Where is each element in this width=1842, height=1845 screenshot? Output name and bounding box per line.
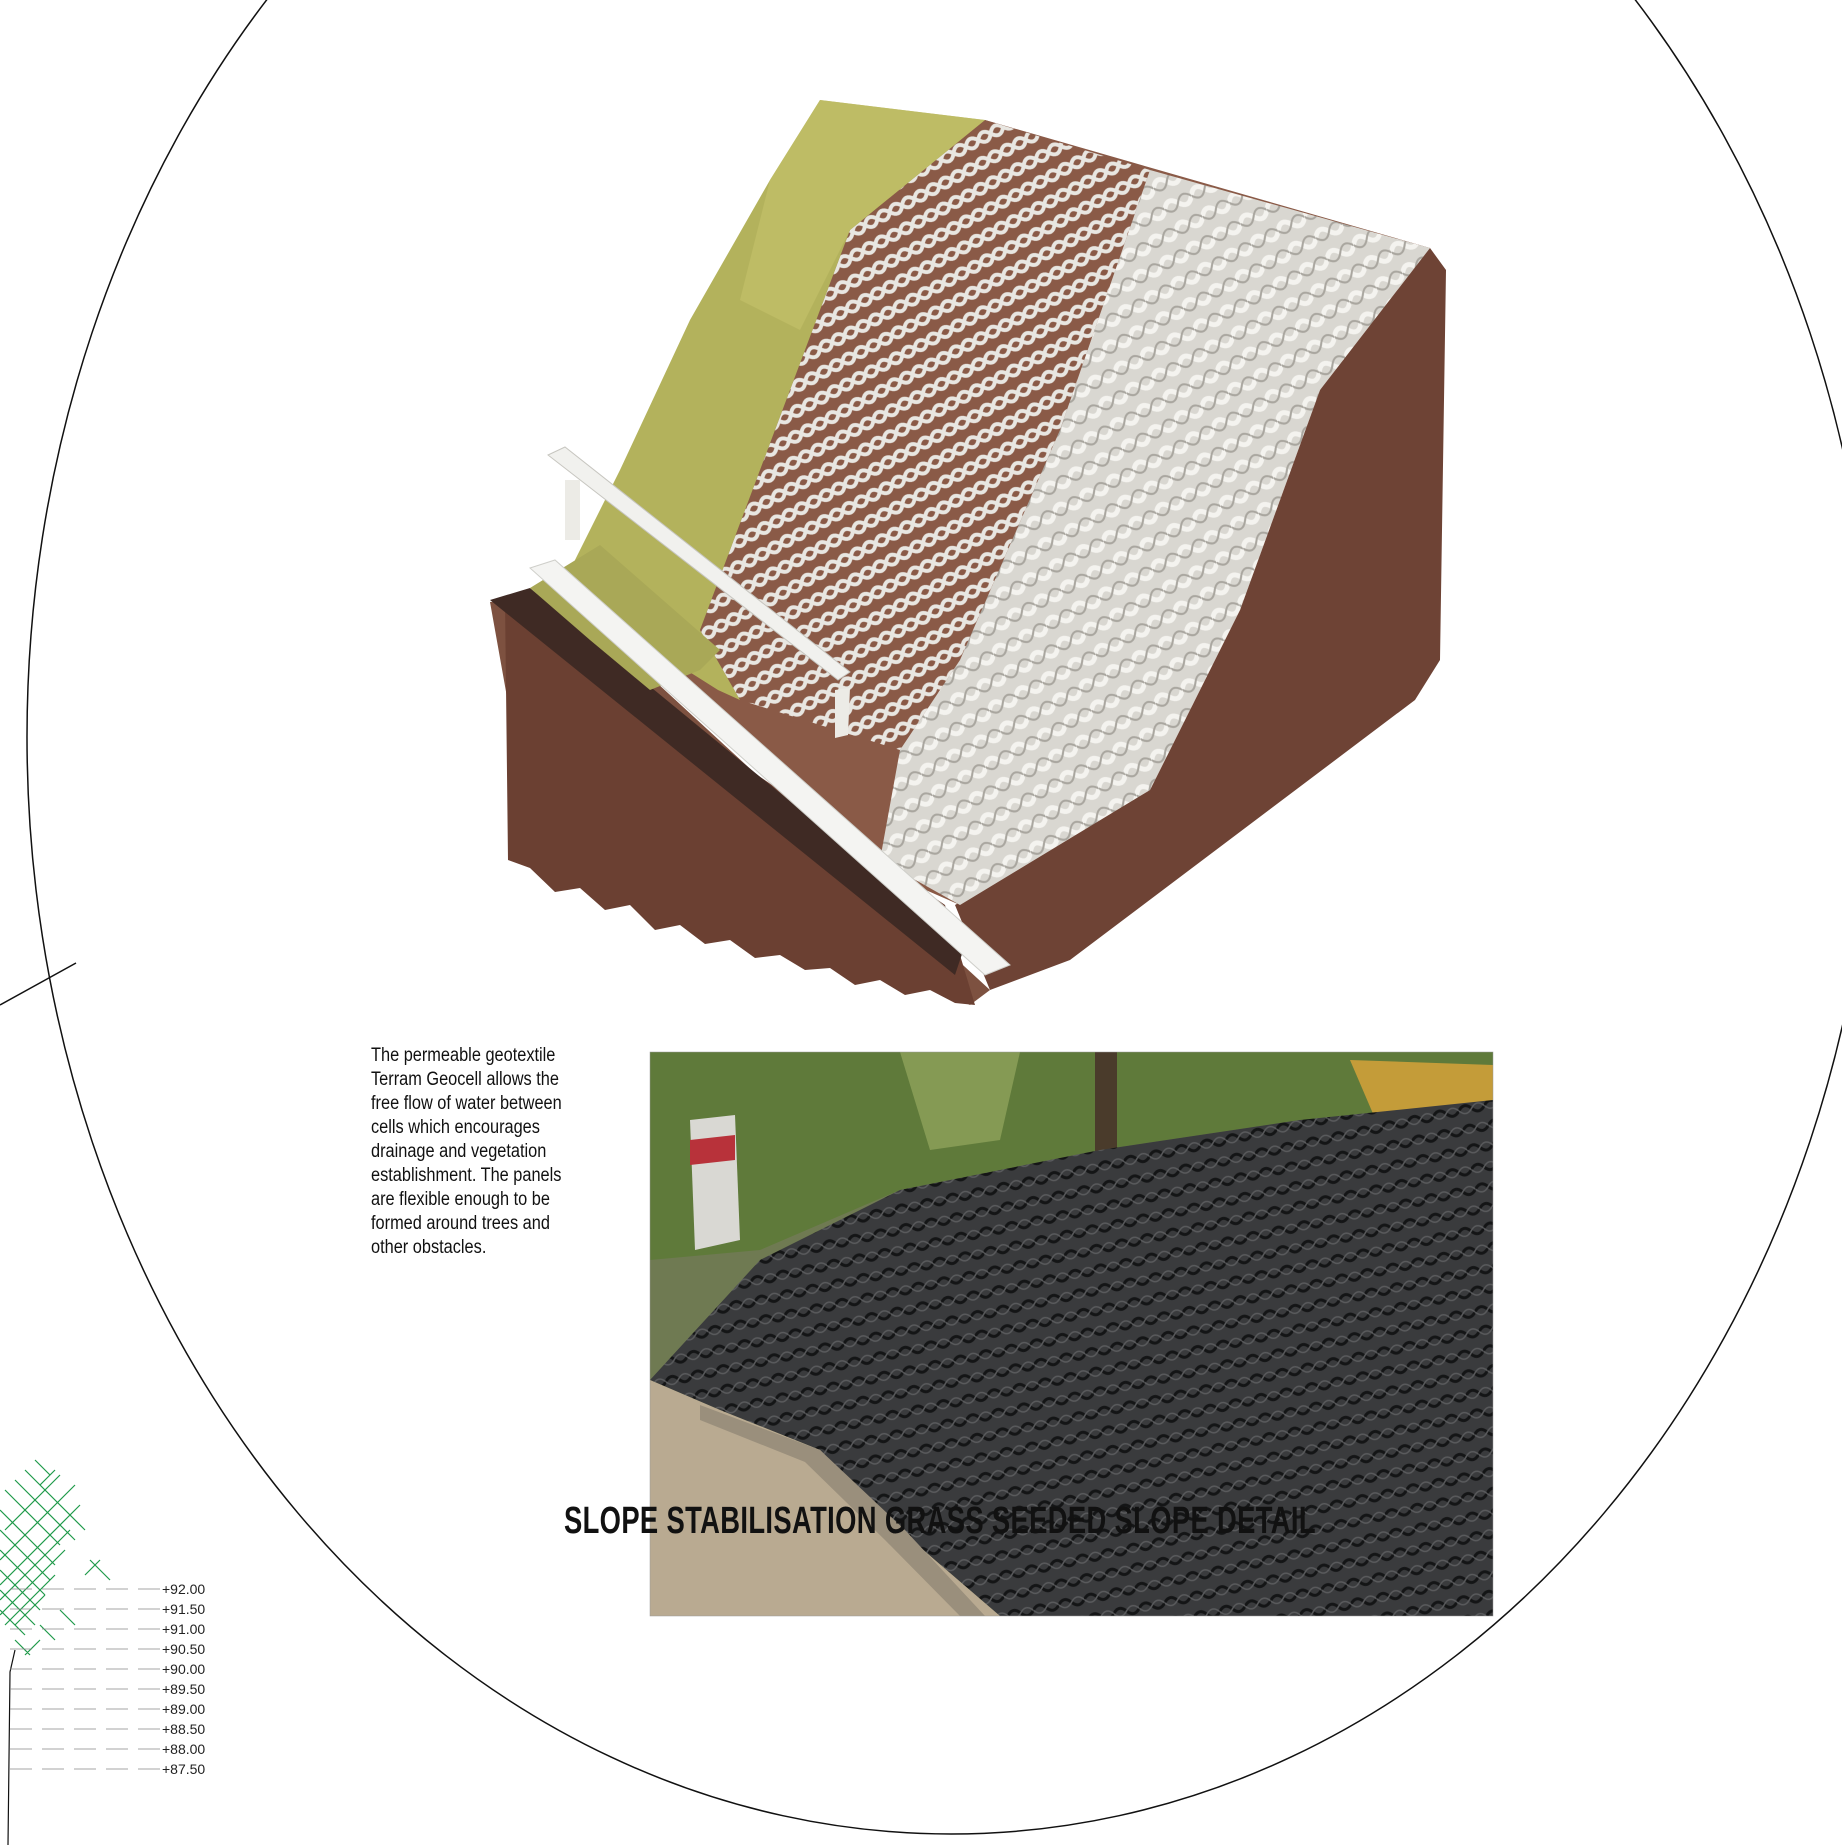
caption-line: drainage and vegetation <box>371 1141 547 1162</box>
caption-line: cells which encourages <box>371 1117 540 1138</box>
caption-line: are flexible enough to be <box>371 1189 550 1210</box>
level-label: +90.50 <box>162 1641 205 1657</box>
kerb-edging <box>529 559 1011 976</box>
dark-soil-strip <box>490 588 965 975</box>
level-scale: +92.00 +91.50 +91.00 +90.50 +90.00 +89.50 +89.… <box>10 1581 205 1777</box>
drainage-channel-support-2 <box>835 688 850 738</box>
drainage-channel-support <box>565 480 580 540</box>
site-photograph <box>650 1052 1493 1616</box>
photo-geocell-slope <box>650 1100 1493 1616</box>
caption-line: free flow of water between <box>371 1093 562 1114</box>
level-label: +89.50 <box>162 1681 205 1697</box>
level-label: +92.00 <box>162 1581 205 1597</box>
tree-trunk-line <box>7 1649 16 1845</box>
detail-title: SLOPE STABILISATION GRASS SEEDED SLOPE D… <box>564 1500 1316 1542</box>
caption-line: Terram Geocell allows the <box>371 1069 559 1090</box>
geocell-open-cells <box>700 120 1150 750</box>
level-label: +91.50 <box>162 1601 205 1617</box>
caption-line: other obstacles. <box>371 1237 487 1258</box>
level-label: +89.00 <box>162 1701 205 1717</box>
caption-text: The permeable geotextile Terram Geocell a… <box>371 1044 603 1260</box>
caption-line: The permeable geotextile <box>371 1045 556 1066</box>
grass-highlight <box>740 100 985 330</box>
level-label: +87.50 <box>162 1761 205 1777</box>
slope-3d-illustration <box>490 100 1446 1005</box>
level-label: +91.00 <box>162 1621 205 1637</box>
geocell-infilled-cells <box>880 170 1430 905</box>
caption-line: formed around trees and <box>371 1213 550 1234</box>
callout-leader-line <box>0 962 77 1006</box>
caption-line: establishment. The panels <box>371 1165 562 1186</box>
tree-hatch <box>0 1459 111 1656</box>
level-label: +90.00 <box>162 1661 205 1677</box>
drainage-channel <box>547 446 851 681</box>
grass-surface <box>560 100 985 700</box>
photo-frame <box>649 1051 1494 1617</box>
detail-circle <box>26 0 1842 1835</box>
level-label: +88.00 <box>162 1741 205 1757</box>
soil-right-face <box>955 248 1446 990</box>
level-label: +88.50 <box>162 1721 205 1737</box>
